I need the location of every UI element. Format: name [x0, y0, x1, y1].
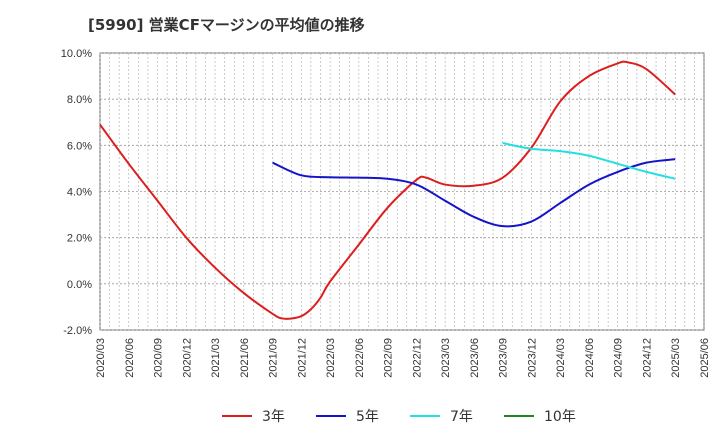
- legend-swatch-5y: [316, 415, 346, 417]
- x-tick-label: 2023/06: [469, 338, 481, 378]
- legend-item-3y: 3年: [222, 404, 285, 428]
- legend-swatch-3y: [222, 415, 252, 417]
- y-tick-label: 6.0%: [67, 140, 92, 152]
- y-axis-ticks: -2.0% 0.0% 2.0% 4.0% 6.0% 8.0% 10.0%: [61, 48, 92, 337]
- x-tick-label: 2024/06: [584, 338, 596, 378]
- legend-label-5y: 5年: [356, 409, 379, 425]
- x-tick-label: 2024/12: [641, 338, 653, 378]
- x-tick-label: 2021/12: [296, 338, 308, 378]
- series-line-3: [502, 142, 676, 180]
- x-tick-label: 2023/03: [440, 338, 452, 378]
- x-tick-label: 2023/12: [526, 338, 538, 378]
- legend-label-3y: 3年: [262, 409, 285, 425]
- y-tick-label: 10.0%: [61, 48, 92, 60]
- x-tick-label: 2024/03: [555, 338, 567, 378]
- x-tick-label: 2021/03: [210, 338, 222, 378]
- legend-swatch-7y: [410, 415, 440, 417]
- x-tick-label: 2021/06: [239, 338, 251, 378]
- y-tick-label: 0.0%: [67, 279, 92, 291]
- legend-item-5y: 5年: [316, 404, 379, 428]
- series-line-2: [272, 158, 676, 228]
- x-tick-label: 2025/03: [670, 338, 682, 378]
- legend-item-7y: 7年: [410, 404, 473, 428]
- x-tick-label: 2022/12: [411, 338, 423, 378]
- legend: 3年 5年 7年 10年: [0, 404, 720, 428]
- grid-lines: [99, 52, 705, 331]
- x-tick-label: 2025/06: [699, 338, 711, 378]
- x-tick-label: 2020/06: [124, 338, 136, 378]
- series-line-1: [99, 60, 676, 320]
- x-tick-label: 2021/09: [268, 338, 280, 378]
- x-tick-label: 2022/09: [383, 338, 395, 378]
- x-tick-label: 2020/09: [153, 338, 165, 378]
- legend-label-7y: 7年: [450, 409, 473, 425]
- x-tick-label: 2022/06: [354, 338, 366, 378]
- x-tick-label: 2022/03: [325, 338, 337, 378]
- x-tick-label: 2023/09: [498, 338, 510, 378]
- x-tick-label: 2020/12: [181, 338, 193, 378]
- y-tick-label: 4.0%: [67, 187, 92, 199]
- x-axis-ticks: 2020/03 2020/06 2020/09 2020/12 2021/03 2021/…: [95, 338, 711, 378]
- x-tick-label: 2020/03: [95, 338, 107, 378]
- legend-item-10y: 10年: [504, 404, 576, 428]
- y-tick-label: -2.0%: [63, 325, 92, 337]
- y-tick-label: 2.0%: [67, 233, 92, 245]
- y-tick-label: 8.0%: [67, 94, 92, 106]
- legend-label-10y: 10年: [544, 409, 576, 425]
- x-tick-label: 2024/09: [613, 338, 625, 378]
- series-lines: [99, 60, 676, 320]
- chart-title: [5990] 営業CFマージンの平均値の推移: [88, 16, 365, 34]
- legend-swatch-10y: [504, 415, 534, 417]
